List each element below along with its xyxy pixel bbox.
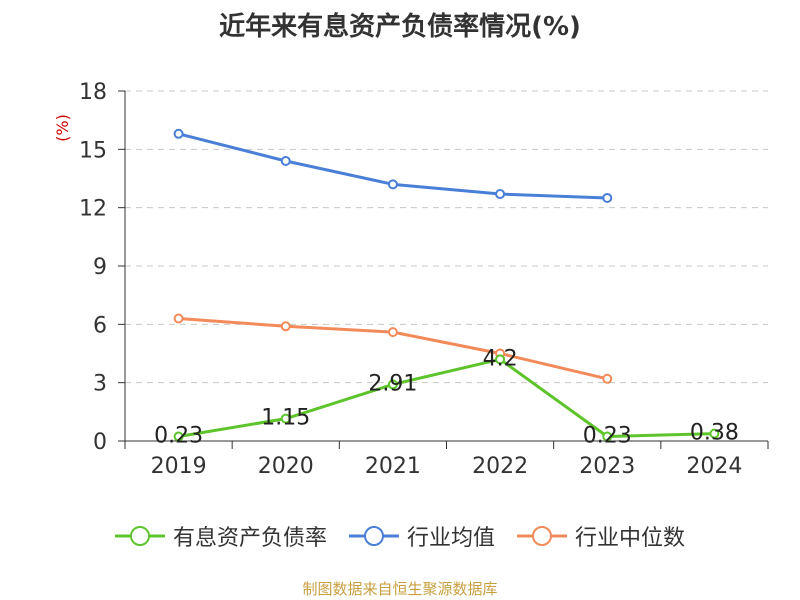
data-point	[602, 431, 613, 442]
data-point	[602, 192, 613, 203]
legend-label-3: 行业中位数	[575, 526, 686, 551]
series-2	[173, 128, 613, 203]
x-tick-label: 2022	[472, 454, 528, 479]
y-axis-label: (%)	[53, 114, 72, 142]
data-label: 0.23	[583, 424, 632, 449]
data-point	[387, 327, 398, 338]
data-point	[495, 189, 506, 200]
legend-item-series-1[interactable]: 有息资产负债率	[114, 520, 327, 552]
legend-marker-3	[517, 526, 567, 546]
legend-marker-2	[348, 526, 399, 546]
series-1	[173, 354, 720, 442]
x-tick-label: 2021	[365, 454, 421, 479]
grid-lines	[125, 90, 768, 384]
legend-item-series-2[interactable]: 行业均值	[348, 520, 495, 552]
data-label: 2.91	[368, 371, 417, 396]
series-lines	[173, 128, 720, 442]
x-tick-label: 2019	[151, 454, 207, 479]
axes	[118, 90, 769, 449]
legend-label-2: 行业均值	[406, 526, 495, 551]
legend: 有息资产负债率 行业均值 行业中位数	[0, 520, 800, 552]
data-point	[387, 379, 398, 390]
legend-item-series-3[interactable]: 行业中位数	[517, 520, 685, 552]
data-label: 4.2	[483, 346, 518, 371]
y-tick-label: 6	[93, 313, 107, 338]
y-tick-label: 15	[79, 138, 107, 163]
data-point	[602, 373, 613, 384]
chart-title: 近年来有息资产负债率情况(%)	[219, 12, 581, 42]
legend-marker-1	[114, 526, 165, 546]
data-labels: 0.23 1.15 2.91 4.2 0.23 0.38	[154, 346, 739, 448]
data-point	[280, 321, 291, 332]
data-point	[173, 431, 184, 442]
y-tick-label: 18	[79, 80, 107, 105]
y-tick-label: 9	[93, 255, 107, 280]
source-note: 制图数据来自恒生聚源数据库	[302, 580, 498, 598]
y-tick-label: 0	[93, 430, 107, 455]
data-label: 0.23	[154, 424, 203, 449]
data-point	[173, 313, 184, 324]
x-tick-label: 2024	[686, 454, 742, 479]
y-tick-label: 3	[93, 372, 107, 397]
data-point	[387, 179, 398, 190]
data-point	[173, 128, 184, 139]
y-tick-label: 12	[79, 197, 107, 222]
data-point	[495, 354, 506, 365]
data-label: 0.38	[690, 421, 739, 446]
series-line	[178, 357, 715, 439]
tick-labels: 0 3 6 9 12 15 18 2019 2020 2021 2022 2023 2024	[79, 80, 742, 479]
data-point	[709, 428, 720, 439]
data-point	[280, 156, 291, 166]
x-tick-label: 2020	[258, 454, 314, 479]
series-3	[173, 313, 613, 384]
x-tick-label: 2023	[579, 454, 635, 479]
data-label: 1.15	[261, 406, 310, 431]
data-point	[280, 413, 291, 424]
legend-label-1: 有息资产负债率	[172, 526, 327, 551]
